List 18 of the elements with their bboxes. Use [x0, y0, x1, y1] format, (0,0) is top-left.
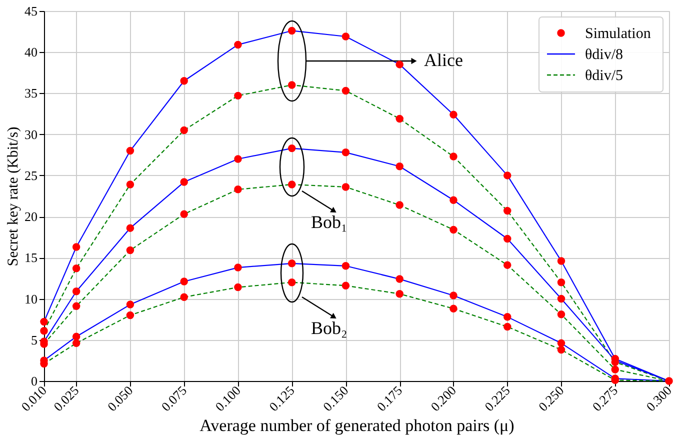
y-tick-label: 35: [24, 86, 38, 101]
y-tick-label: 15: [24, 250, 38, 266]
y-axis-title: Secret key rate (Kbit/s): [6, 126, 22, 266]
y-tick-label: 25: [24, 168, 38, 183]
y-tick-label: 30: [24, 126, 38, 142]
legend-label: Simulation: [585, 26, 652, 42]
legend-label: θdiv/8: [585, 47, 624, 63]
legend-label: θdiv/5: [585, 68, 624, 84]
annotation: Bob₂: [311, 318, 348, 338]
y-tick-label: 45: [24, 4, 38, 18]
y-tick-label: 5: [31, 332, 38, 348]
y-tick-label: 10: [24, 291, 38, 306]
annotation: Alice: [424, 50, 463, 70]
y-tick-label: 20: [24, 209, 38, 224]
y-tick-label: 0: [31, 374, 38, 388]
x-axis-title: Average number of generated photon pairs (μ): [200, 416, 514, 436]
y-tick-label: 40: [24, 44, 38, 60]
annotation: Bob₁: [311, 212, 348, 232]
